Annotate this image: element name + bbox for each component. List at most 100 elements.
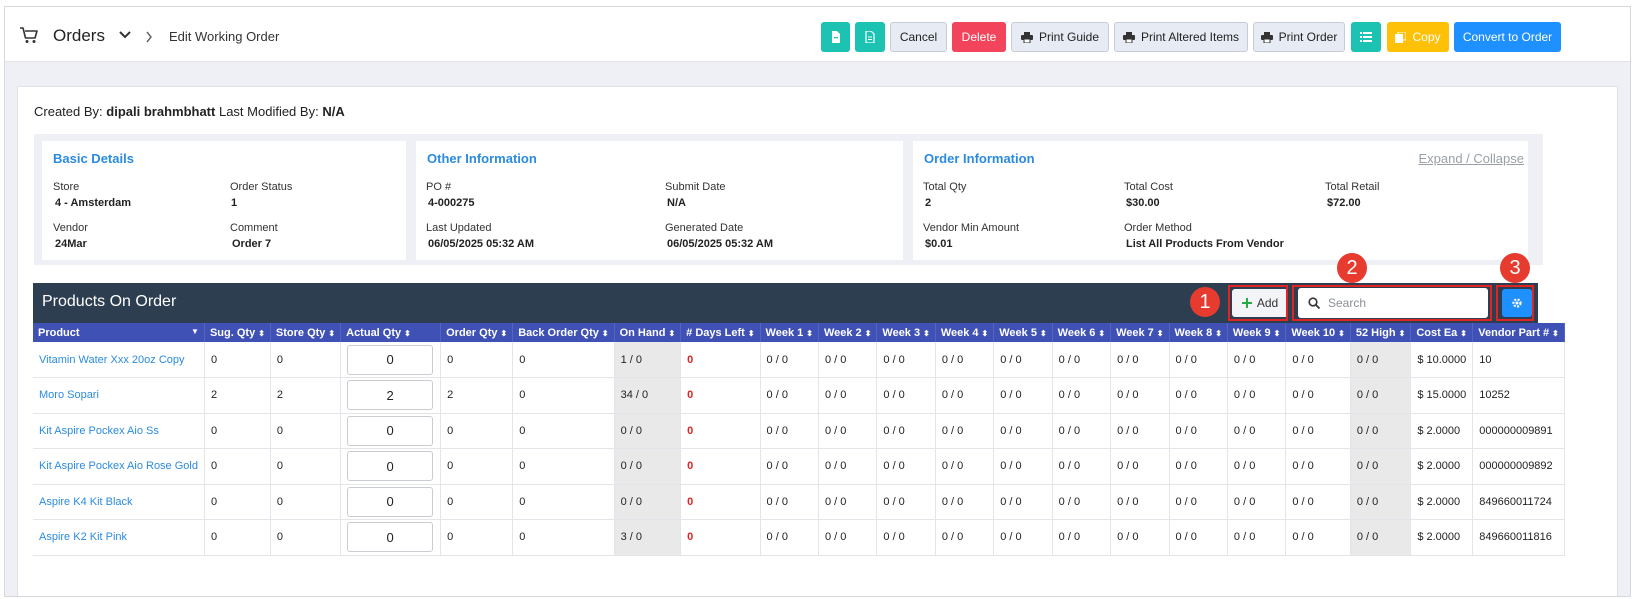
print-altered-label: Print Altered Items xyxy=(1140,30,1240,44)
column-header[interactable]: Week 3 ⬍ xyxy=(876,323,936,342)
column-header[interactable]: Order Qty ⬍ xyxy=(440,323,514,342)
search-placeholder: Search xyxy=(1328,296,1367,310)
table-cell: 0 / 0 xyxy=(1285,342,1351,378)
table-cell: 0 / 0 xyxy=(1350,484,1412,520)
copy-icon xyxy=(1395,31,1407,43)
table-cell: 0 / 0 xyxy=(1169,519,1228,556)
copy-button[interactable]: Copy xyxy=(1387,22,1449,52)
export-file-button[interactable] xyxy=(821,22,850,52)
table-cell: 0 / 0 xyxy=(1285,519,1351,556)
column-header[interactable]: Actual Qty ⬍ xyxy=(340,323,442,342)
convert-to-order-button[interactable]: Convert to Order xyxy=(1454,22,1561,52)
column-header[interactable]: Week 1 ⬍ xyxy=(760,323,819,342)
column-header[interactable]: Week 6 ⬍ xyxy=(1052,323,1112,342)
product-name-link[interactable]: Kit Aspire Pockex Aio Ss xyxy=(33,413,205,449)
print-altered-items-button[interactable]: Print Altered Items xyxy=(1114,22,1248,52)
document-icon xyxy=(865,31,875,43)
column-header[interactable]: # Days Left ⬍ xyxy=(680,323,761,342)
actual-qty-input[interactable]: 0 xyxy=(347,451,434,482)
actual-qty-input[interactable]: 0 xyxy=(347,486,434,517)
column-header[interactable]: 52 High ⬍ xyxy=(1350,323,1412,342)
column-header[interactable]: Week 8 ⬍ xyxy=(1169,323,1228,342)
list-view-button[interactable] xyxy=(1351,22,1381,52)
table-cell: 0 / 0 xyxy=(614,484,682,520)
table-cell: 0 / 0 xyxy=(1285,448,1351,485)
column-header[interactable]: Product ▼ xyxy=(33,323,205,342)
table-cell: 0 / 0 xyxy=(1227,377,1287,414)
column-header-label: # Days Left xyxy=(686,326,745,339)
table-cell: 0 / 0 xyxy=(1052,342,1112,378)
column-header-label: Week 3 xyxy=(882,326,921,339)
annotation-box-add xyxy=(1228,285,1288,321)
column-header-label: Week 2 xyxy=(823,326,862,339)
table-cell: 0 / 0 xyxy=(818,519,878,556)
printer-icon xyxy=(1122,31,1135,43)
cancel-button[interactable]: Cancel xyxy=(890,22,947,52)
table-cell: 2 xyxy=(204,377,271,414)
delete-button[interactable]: Delete xyxy=(952,22,1006,52)
column-settings-button[interactable] xyxy=(1502,289,1532,317)
column-header-label: Week 7 xyxy=(1116,326,1154,339)
column-header[interactable]: Week 4 ⬍ xyxy=(935,323,995,342)
export-document-button[interactable] xyxy=(855,22,885,52)
days-left-cell: 0 xyxy=(680,519,761,556)
table-cell: 0 / 0 xyxy=(1169,377,1228,414)
product-search-input[interactable]: Search xyxy=(1298,288,1488,318)
table-cell: 0 / 0 xyxy=(1052,484,1112,520)
annotation-box-search xyxy=(1292,285,1492,321)
actual-qty-input[interactable]: 2 xyxy=(347,380,434,411)
print-guide-button[interactable]: Print Guide xyxy=(1011,22,1109,52)
product-name-link[interactable]: Aspire K2 Kit Pink xyxy=(33,519,205,556)
column-header[interactable]: Store Qty ⬍ xyxy=(270,323,342,342)
breadcrumb-orders[interactable]: Orders xyxy=(53,26,105,45)
actual-qty-input[interactable]: 0 xyxy=(347,344,434,375)
table-cell: 0 / 0 xyxy=(760,413,819,449)
column-header[interactable]: Back Order Qty ⬍ xyxy=(512,323,615,342)
convert-label: Convert to Order xyxy=(1462,30,1553,44)
column-header[interactable]: Vendor Part # ⬍ xyxy=(1472,323,1565,342)
column-header[interactable]: Week 10 ⬍ xyxy=(1285,323,1351,342)
table-cell: 0 xyxy=(440,448,514,485)
actual-qty-cell: 2 xyxy=(340,377,442,414)
product-name-link[interactable]: Moro Sopari xyxy=(33,377,205,414)
table-cell: 0 / 0 xyxy=(876,377,936,414)
actual-qty-input[interactable]: 0 xyxy=(347,522,434,553)
vendor-value: 24Mar xyxy=(55,238,87,250)
table-cell: 10 xyxy=(1472,342,1565,378)
product-name-link[interactable]: Kit Aspire Pockex Aio Rose Gold xyxy=(33,448,205,485)
column-header[interactable]: Week 2 ⬍ xyxy=(818,323,878,342)
table-cell: 0 xyxy=(204,342,271,378)
product-name-link[interactable]: Vitamin Water Xxx 20oz Copy xyxy=(33,342,205,378)
chevron-down-icon[interactable] xyxy=(119,31,131,39)
table-cell: 0 / 0 xyxy=(1110,448,1170,485)
table-cell: 0 / 0 xyxy=(1350,342,1412,378)
order-method-label: Order Method xyxy=(1124,222,1192,234)
add-label: Add xyxy=(1256,296,1279,310)
actual-qty-input[interactable]: 0 xyxy=(347,415,434,446)
product-name-link[interactable]: Aspire K4 Kit Black xyxy=(33,484,205,520)
add-product-button[interactable]: Add xyxy=(1232,289,1288,317)
column-header[interactable]: Cost Ea ⬍ xyxy=(1410,323,1474,342)
table-cell: 0 / 0 xyxy=(1052,413,1112,449)
order-information-card: Order Information Expand / Collapse Tota… xyxy=(913,141,1528,260)
column-header[interactable]: Sug. Qty ⬍ xyxy=(204,323,271,342)
column-header-label: Week 9 xyxy=(1232,326,1271,339)
column-header[interactable]: Week 5 ⬍ xyxy=(993,323,1053,342)
table-cell: 0 / 0 xyxy=(876,519,936,556)
table-cell: 0 / 0 xyxy=(993,484,1053,520)
total-retail-label: Total Retail xyxy=(1325,181,1380,193)
expand-collapse-link[interactable]: Expand / Collapse xyxy=(1418,151,1524,166)
column-header[interactable]: On Hand ⬍ xyxy=(614,323,682,342)
table-cell: 2 xyxy=(270,377,342,414)
print-order-button[interactable]: Print Order xyxy=(1253,22,1345,52)
column-header[interactable]: Week 7 ⬍ xyxy=(1110,323,1170,342)
column-header-label: Store Qty xyxy=(275,326,326,339)
cancel-label: Cancel xyxy=(899,30,938,44)
column-header[interactable]: Week 9 ⬍ xyxy=(1227,323,1287,342)
table-cell: 000000009892 xyxy=(1472,448,1565,485)
table-cell: 0 / 0 xyxy=(1169,484,1228,520)
table-cell: 0 xyxy=(204,448,271,485)
last-updated-label: Last Updated xyxy=(426,222,492,234)
